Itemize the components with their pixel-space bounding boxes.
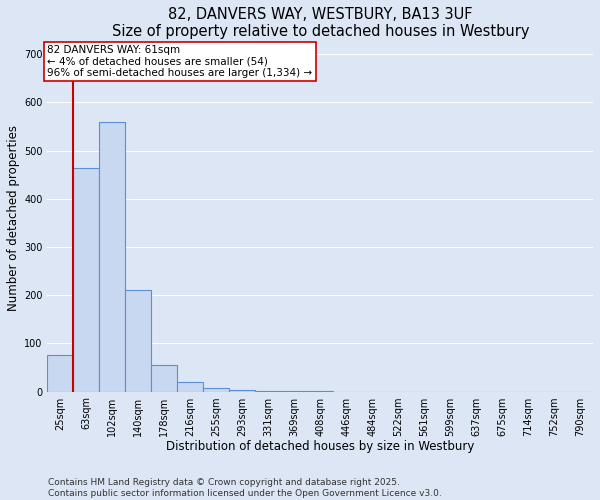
Bar [73,168,100,392]
Bar [125,290,151,392]
Text: 82 DANVERS WAY: 61sqm
← 4% of detached houses are smaller (54)
96% of semi-detac: 82 DANVERS WAY: 61sqm ← 4% of detached h… [47,44,313,78]
Text: Contains HM Land Registry data © Crown copyright and database right 2025.
Contai: Contains HM Land Registry data © Crown c… [48,478,442,498]
Bar [203,388,229,392]
Bar [256,390,281,392]
Y-axis label: Number of detached properties: Number of detached properties [7,125,20,311]
Bar [229,390,256,392]
Bar [100,122,125,392]
X-axis label: Distribution of detached houses by size in Westbury: Distribution of detached houses by size … [166,440,475,453]
Bar [151,365,178,392]
Bar [47,356,73,392]
Title: 82, DANVERS WAY, WESTBURY, BA13 3UF
Size of property relative to detached houses: 82, DANVERS WAY, WESTBURY, BA13 3UF Size… [112,7,529,40]
Bar [178,382,203,392]
